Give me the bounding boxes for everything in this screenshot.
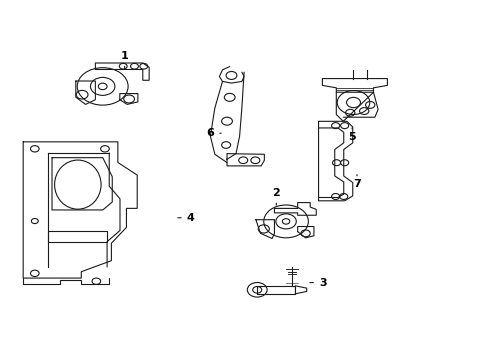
Text: 5: 5 xyxy=(347,128,355,142)
Text: 3: 3 xyxy=(309,278,326,288)
Text: 1: 1 xyxy=(121,51,128,69)
Text: 2: 2 xyxy=(272,188,280,205)
Text: 4: 4 xyxy=(178,213,194,223)
Text: 7: 7 xyxy=(352,175,360,189)
Text: 6: 6 xyxy=(206,128,221,138)
